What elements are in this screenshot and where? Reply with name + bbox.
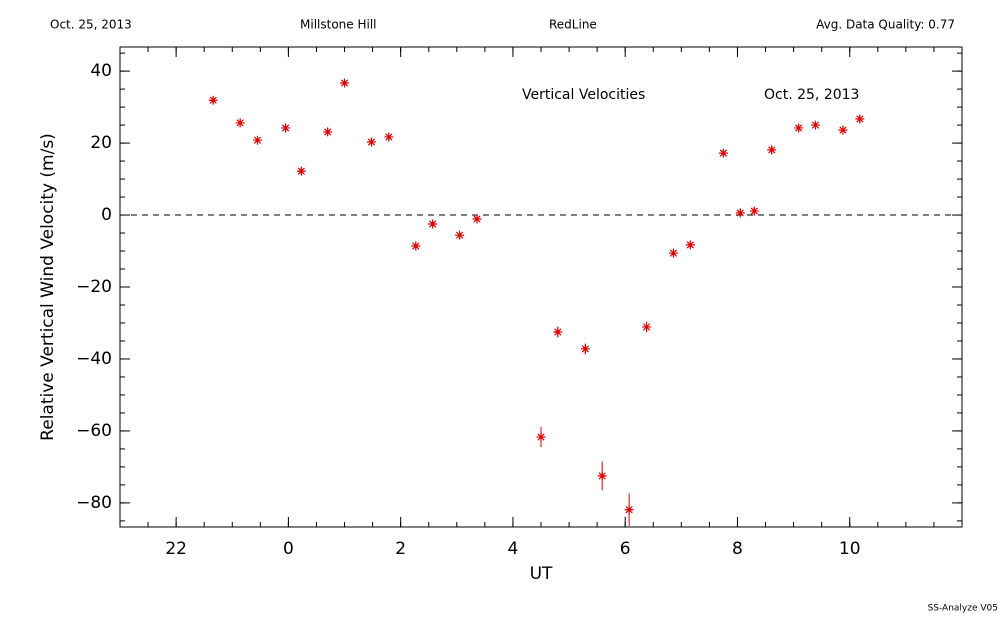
y-tick-label: −40 (76, 349, 112, 369)
point (472, 214, 482, 224)
annotation-title: Vertical Velocities (522, 87, 645, 103)
point (718, 148, 728, 158)
y-tick-label: −80 (76, 493, 112, 513)
x-tick-label: 4 (508, 539, 519, 559)
y-tick-label: 40 (90, 61, 112, 81)
x-tick-label: 2 (395, 539, 406, 559)
x-tick-label: 8 (732, 539, 743, 559)
point (323, 127, 333, 137)
point (794, 123, 804, 133)
header-date: Oct. 25, 2013 (50, 18, 132, 32)
y-tick-label: 0 (101, 205, 112, 225)
point (366, 137, 376, 147)
point (668, 248, 678, 258)
y-tick-label: −60 (76, 421, 112, 441)
x-axis-label: UT (530, 564, 553, 584)
footer: SS-Analyze V05 (928, 604, 998, 614)
point (838, 125, 848, 135)
point (597, 471, 607, 481)
point (253, 135, 263, 145)
point (855, 114, 865, 124)
header-site: Millstone Hill (300, 18, 376, 32)
header-quality: Avg. Data Quality: 0.77 (816, 18, 955, 32)
point (455, 230, 465, 240)
point (685, 240, 695, 250)
point (580, 344, 590, 354)
header-instrument: RedLine (549, 18, 597, 32)
x-tick-label: 0 (283, 539, 294, 559)
x-tick-label: 22 (165, 539, 187, 559)
y-tick-label: 20 (90, 133, 112, 153)
point (296, 166, 306, 176)
point (428, 219, 438, 229)
point (340, 78, 350, 88)
point (411, 241, 421, 251)
point (281, 123, 291, 133)
x-tick-label: 6 (620, 539, 631, 559)
point (536, 432, 546, 442)
point (235, 118, 245, 128)
y-axis-label: Relative Vertical Wind Velocity (m/s) (38, 133, 58, 441)
point (208, 95, 218, 105)
point (810, 120, 820, 130)
point (624, 505, 634, 515)
point (642, 322, 652, 332)
annotation-date: Oct. 25, 2013 (764, 87, 859, 103)
point (384, 132, 394, 142)
plot-frame (119, 46, 963, 528)
y-tick-label: −20 (76, 277, 112, 297)
point (749, 206, 759, 216)
point (553, 327, 563, 337)
point (735, 208, 745, 218)
point (767, 145, 777, 155)
x-tick-label: 10 (839, 539, 861, 559)
